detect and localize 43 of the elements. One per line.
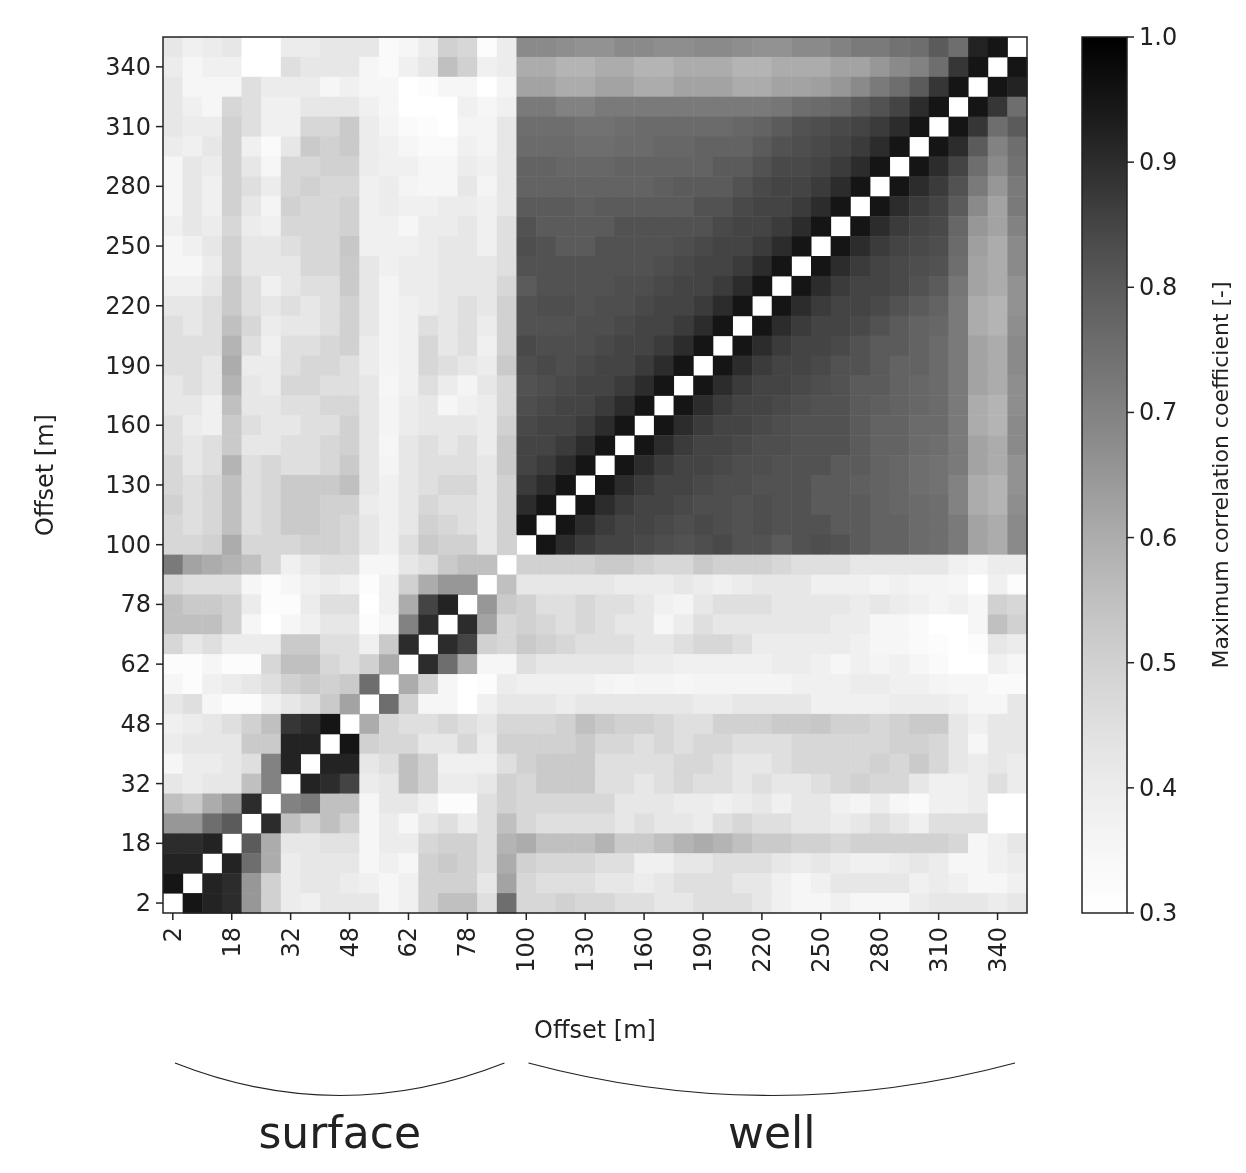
y-tick-label: 32 — [120, 769, 151, 798]
x-tick-label: 2 — [158, 927, 187, 943]
y-tick-label: 130 — [105, 470, 151, 499]
x-tick-label: 220 — [747, 927, 776, 973]
x-tick-label: 250 — [806, 927, 835, 973]
y-tick-label: 220 — [105, 291, 151, 320]
x-tick-label: 32 — [276, 927, 305, 958]
x-tick-label: 280 — [865, 927, 894, 973]
x-tick-label: 340 — [983, 927, 1012, 973]
y-tick-label: 18 — [120, 829, 151, 858]
y-tick-label: 250 — [105, 232, 151, 261]
x-tick-label: 130 — [571, 927, 600, 973]
color-bar-title: Maximum correlation coefficient [-] — [1208, 281, 1233, 669]
x-axis-title: Offset [m] — [534, 1016, 656, 1044]
color-bar-label: 0.4 — [1139, 773, 1178, 802]
y-tick-label: 48 — [120, 709, 151, 738]
x-tick-label: 78 — [453, 927, 482, 958]
x-tick-label: 48 — [335, 927, 364, 958]
y-tick-label: 160 — [105, 411, 151, 440]
y-tick-label: 190 — [105, 351, 151, 380]
color-bar-label: 0.6 — [1139, 523, 1178, 552]
color-bar-label: 1.0 — [1139, 23, 1178, 51]
y-tick-label: 340 — [105, 52, 151, 81]
y-tick-label: 310 — [105, 112, 151, 141]
x-tick-label: 310 — [924, 927, 953, 973]
y-tick-label: 78 — [120, 590, 151, 619]
color-bar-label: 0.8 — [1139, 273, 1178, 302]
color-bar-label: 0.9 — [1139, 148, 1178, 177]
x-tick-label: 160 — [630, 927, 659, 973]
x-tick-label: 100 — [512, 927, 541, 973]
y-axis-title: Offset [m] — [31, 414, 59, 536]
color-bar-label: 0.5 — [1139, 648, 1178, 677]
color-bar-label: 0.3 — [1139, 899, 1178, 927]
x-tick-label: 18 — [217, 927, 246, 958]
y-tick-label: 2 — [135, 889, 151, 918]
x-tick-label: 62 — [394, 927, 423, 958]
y-tick-label: 62 — [120, 650, 151, 679]
color-bar-label: 0.7 — [1139, 398, 1178, 427]
x-tick-label: 190 — [689, 927, 717, 973]
y-tick-label: 100 — [105, 530, 151, 559]
y-tick-label: 280 — [105, 172, 151, 201]
text: surface — [258, 1107, 422, 1158]
text: well — [727, 1107, 816, 1158]
